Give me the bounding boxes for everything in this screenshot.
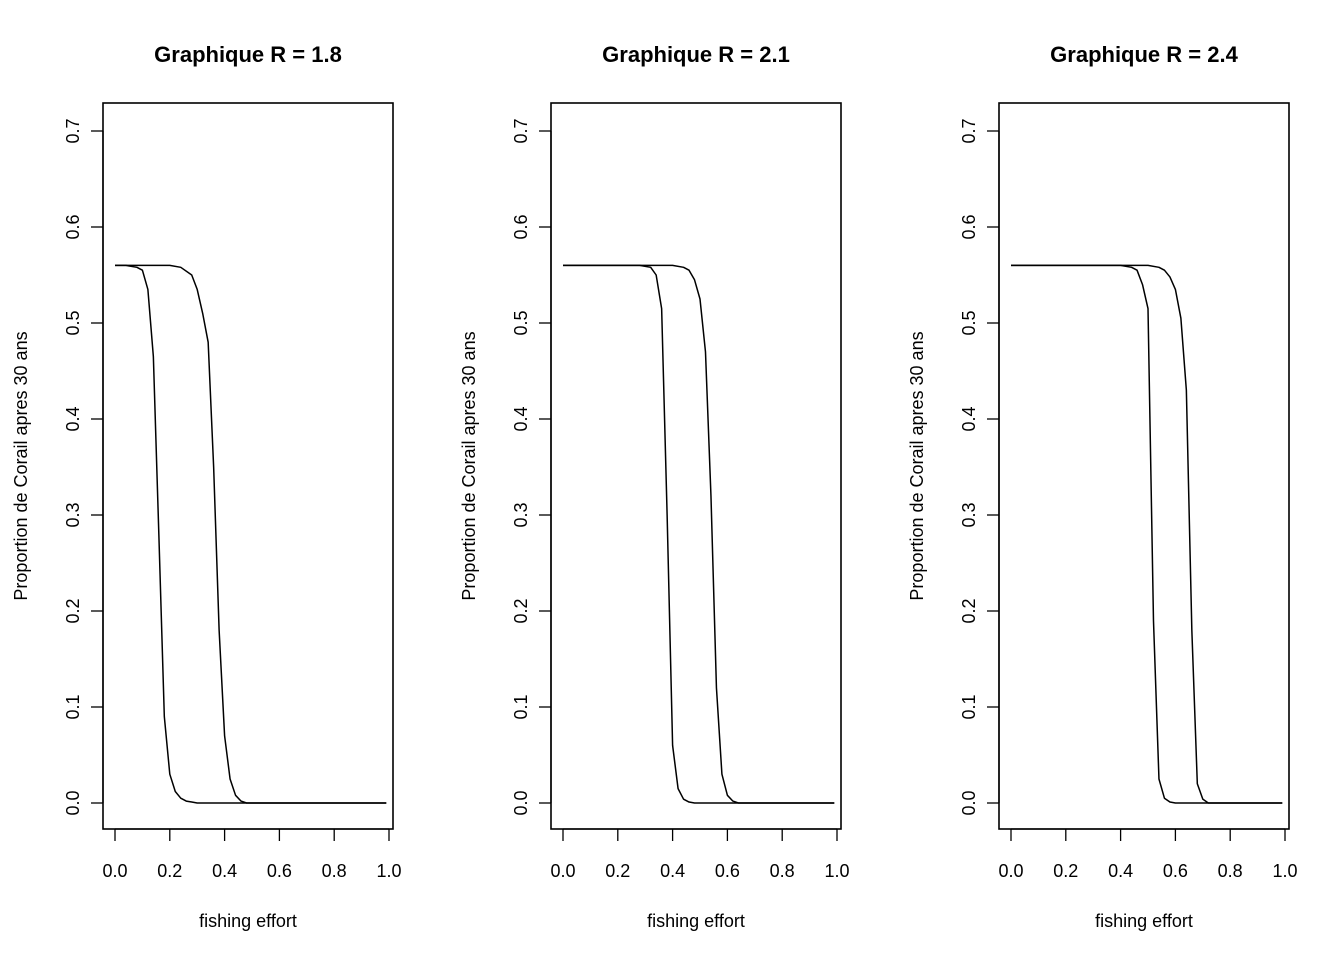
y-tick-label: 0.6 (959, 214, 979, 239)
y-axis-label: Proportion de Corail apres 30 ans (11, 331, 31, 600)
x-axis: 0.0 0.2 0.4 0.6 0.8 1.0 (550, 828, 850, 881)
x-tick-label: 0.8 (322, 861, 347, 881)
y-tick-label: 0.7 (63, 118, 83, 143)
y-tick-label: 0.7 (959, 118, 979, 143)
x-tick-label: 1.0 (376, 861, 401, 881)
y-tick-label: 0.2 (63, 598, 83, 623)
y-tick-label: 0.4 (959, 406, 979, 431)
x-tick-label: 0.4 (1108, 861, 1133, 881)
x-axis-label: fishing effort (199, 911, 297, 931)
y-tick-label: 0.5 (63, 310, 83, 335)
y-axis-label: Proportion de Corail apres 30 ans (907, 331, 927, 600)
x-tick-label: 1.0 (1272, 861, 1297, 881)
y-tick-label: 0.2 (511, 598, 531, 623)
x-tick-label: 0.2 (1053, 861, 1078, 881)
series-line-1 (1011, 264, 1283, 804)
y-tick-label: 0.1 (511, 694, 531, 719)
y-tick-label: 0.1 (959, 694, 979, 719)
chart-title: Graphique R = 1.8 (154, 42, 342, 67)
y-tick-label: 0.4 (63, 406, 83, 431)
y-tick-label: 0.5 (511, 310, 531, 335)
y-axis: 0.0 0.1 0.2 0.3 0.4 0.5 0.6 0.7 (63, 118, 104, 816)
y-tick-label: 0.0 (63, 790, 83, 815)
plot-frame (550, 102, 842, 830)
y-tick-label: 0.1 (63, 694, 83, 719)
x-axis-label: fishing effort (1095, 911, 1193, 931)
x-tick-label: 0.6 (715, 861, 740, 881)
y-tick-label: 0.6 (63, 214, 83, 239)
x-tick-label: 0.6 (1163, 861, 1188, 881)
x-tick-label: 0.8 (770, 861, 795, 881)
y-axis-label: Proportion de Corail apres 30 ans (459, 331, 479, 600)
x-tick-label: 0.0 (998, 861, 1023, 881)
series-line-2 (563, 264, 835, 804)
chart-panel-2: Graphique R = 2.1 0.0 0.2 0.4 0.6 0.8 1.0 fishi… (459, 42, 850, 931)
x-tick-label: 0.8 (1218, 861, 1243, 881)
x-tick-label: 0.0 (550, 861, 575, 881)
x-tick-label: 0.2 (605, 861, 630, 881)
y-tick-label: 0.3 (511, 502, 531, 527)
x-tick-label: 0.0 (102, 861, 127, 881)
y-tick-label: 0.5 (959, 310, 979, 335)
y-tick-label: 0.0 (511, 790, 531, 815)
x-tick-label: 0.2 (157, 861, 182, 881)
series-line-1 (115, 264, 387, 804)
y-axis: 0.0 0.1 0.2 0.3 0.4 0.5 0.6 0.7 (511, 118, 552, 816)
x-axis-label: fishing effort (647, 911, 745, 931)
series-line-2 (1011, 264, 1283, 804)
y-tick-label: 0.4 (511, 406, 531, 431)
y-tick-label: 0.0 (959, 790, 979, 815)
series-line-2 (115, 264, 387, 804)
series-line-1 (563, 264, 835, 804)
x-tick-label: 0.4 (212, 861, 237, 881)
y-tick-label: 0.2 (959, 598, 979, 623)
chart-title: Graphique R = 2.1 (602, 42, 790, 67)
x-axis: 0.0 0.2 0.4 0.6 0.8 1.0 (998, 828, 1298, 881)
y-tick-label: 0.3 (63, 502, 83, 527)
y-tick-label: 0.7 (511, 118, 531, 143)
chart-title: Graphique R = 2.4 (1050, 42, 1238, 67)
x-axis: 0.0 0.2 0.4 0.6 0.8 1.0 (102, 828, 402, 881)
x-tick-label: 0.4 (660, 861, 685, 881)
y-tick-label: 0.3 (959, 502, 979, 527)
chart-panel-1: Graphique R = 1.8 0.0 0.2 0.4 0.6 0.8 1.0 fishi… (11, 42, 402, 931)
chart-panel-3: Graphique R = 2.4 0.0 0.2 0.4 0.6 0.8 1.0 fishi… (907, 42, 1298, 931)
y-axis: 0.0 0.1 0.2 0.3 0.4 0.5 0.6 0.7 (959, 118, 1000, 816)
plot-frame (998, 102, 1290, 830)
plot-frame (102, 102, 394, 830)
x-tick-label: 1.0 (824, 861, 849, 881)
y-tick-label: 0.6 (511, 214, 531, 239)
x-tick-label: 0.6 (267, 861, 292, 881)
